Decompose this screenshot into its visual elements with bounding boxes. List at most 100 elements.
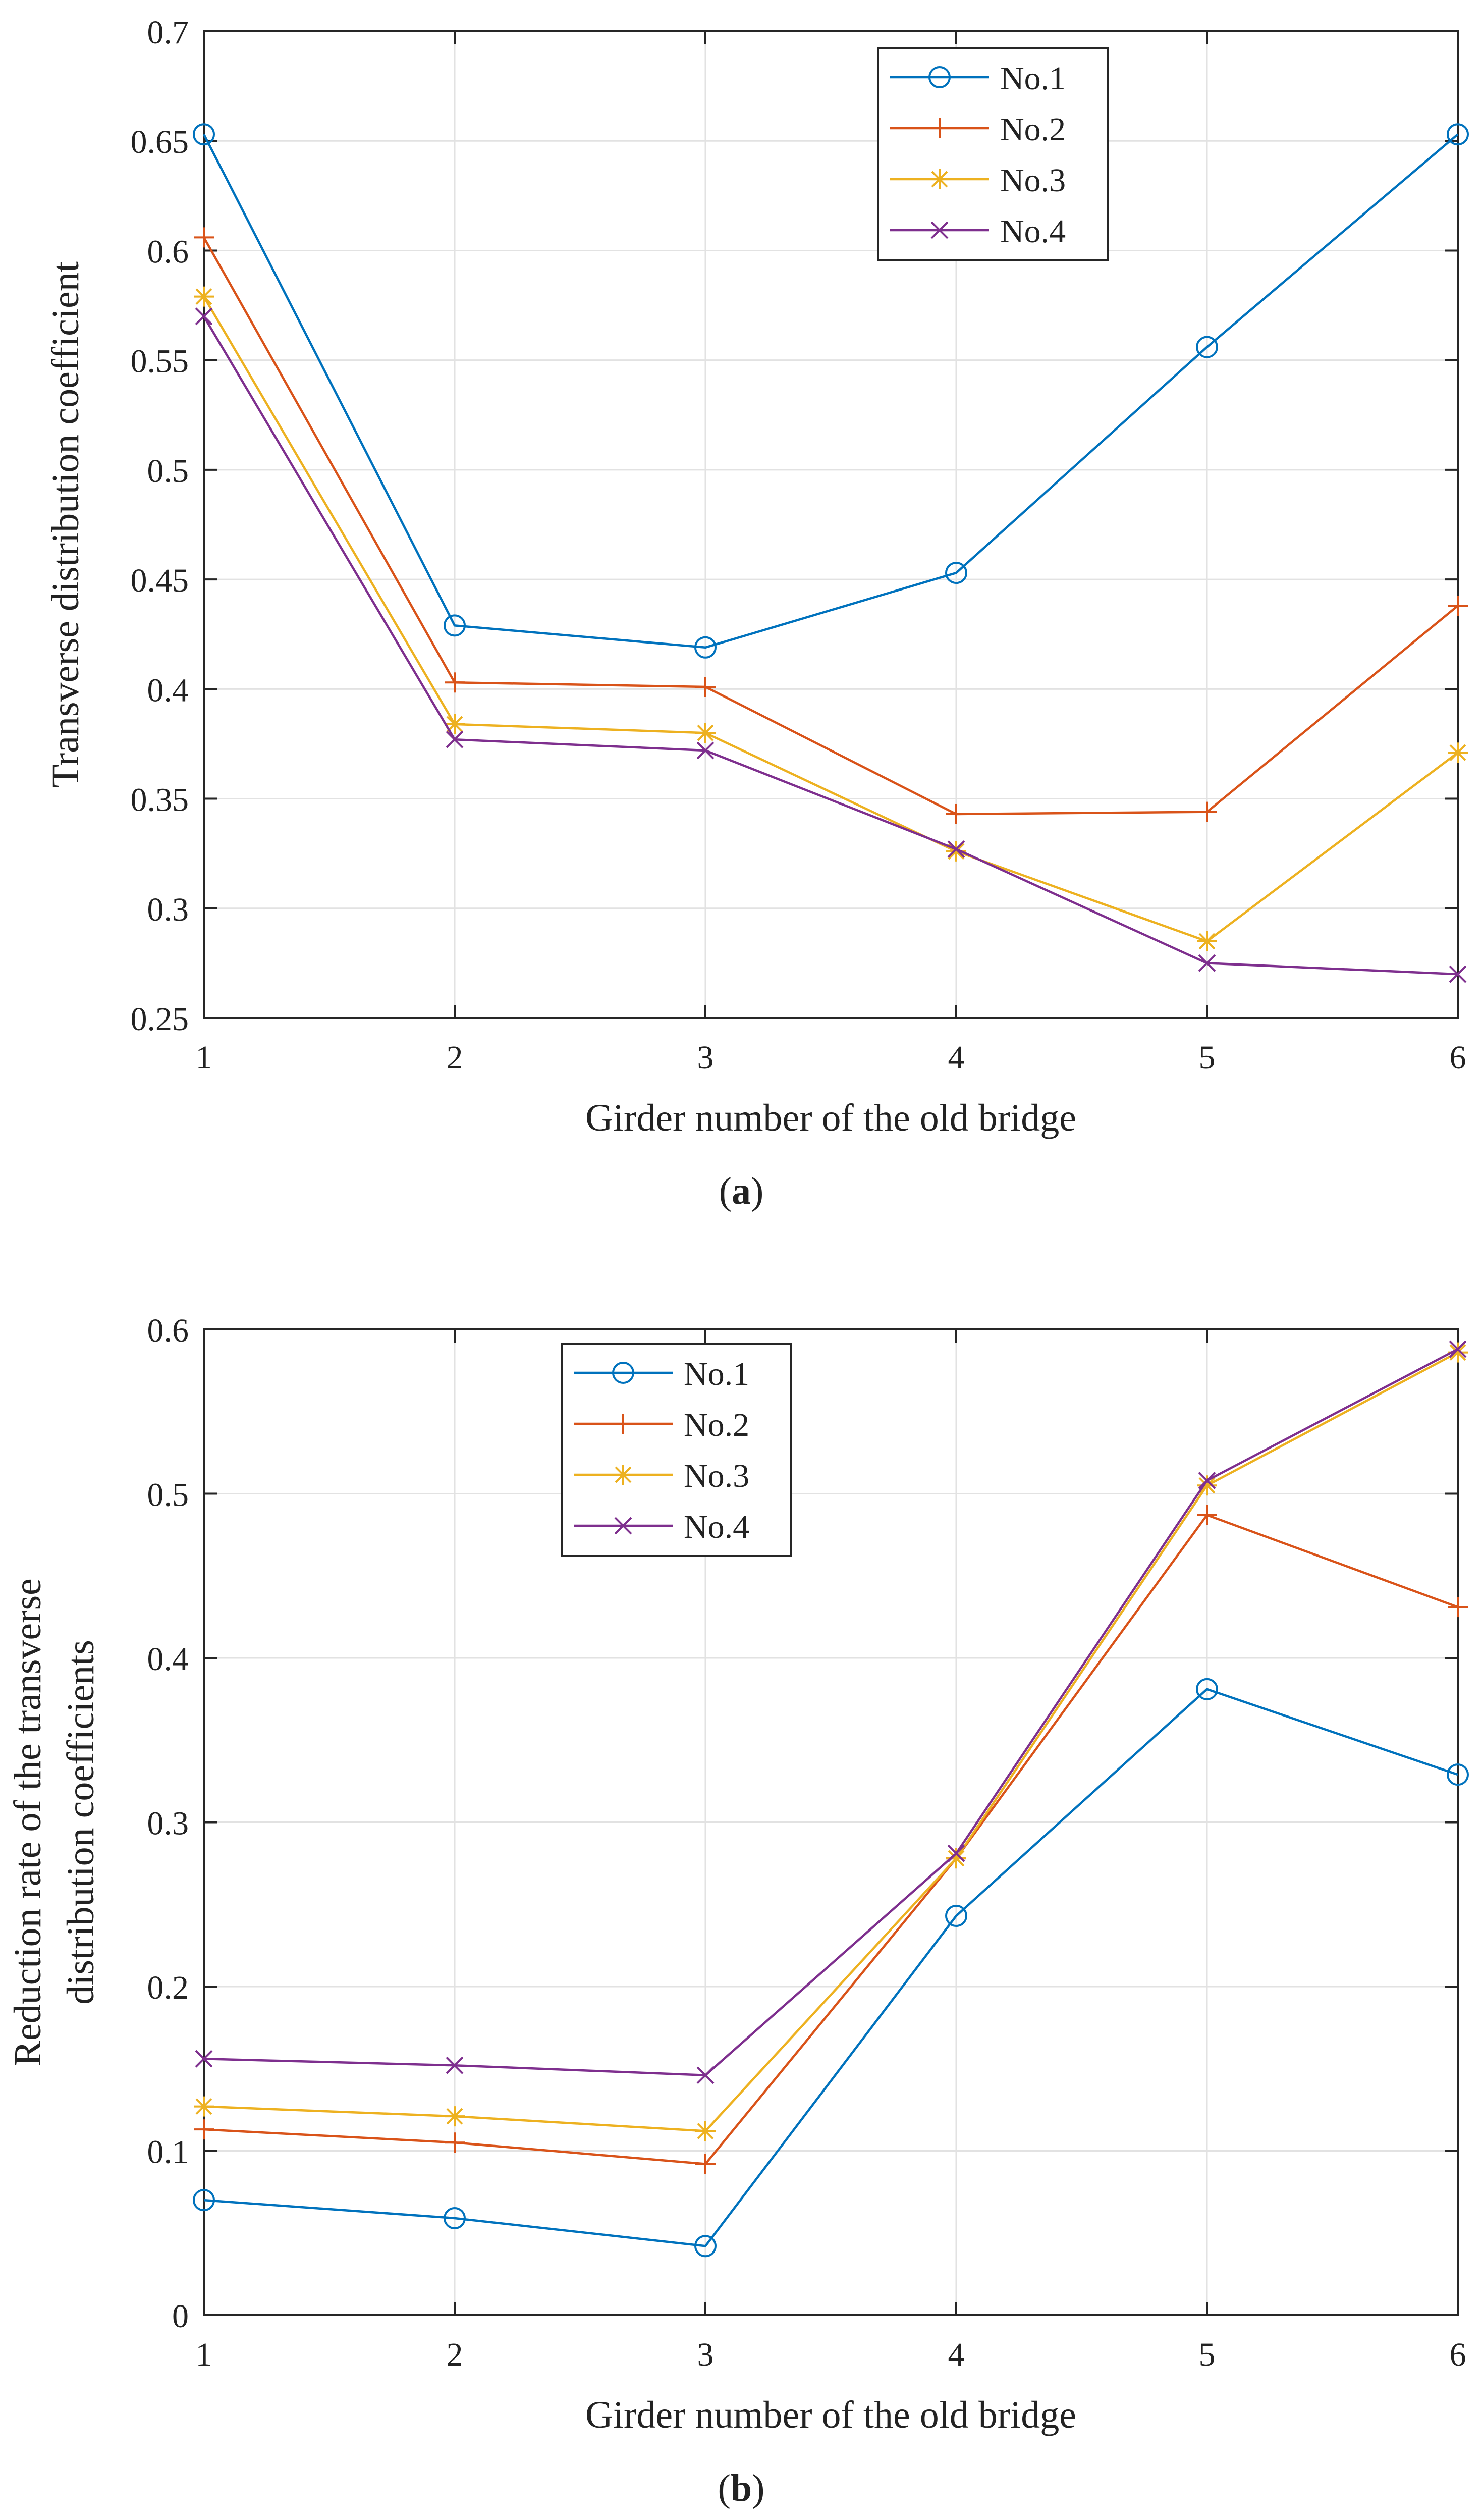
x-tick-label: 5	[1199, 1039, 1216, 1076]
data-point-d2	[1198, 1477, 1216, 1494]
data-point-shape	[694, 2235, 717, 2258]
x-tick-label: 6	[1450, 2336, 1466, 2373]
data-point	[695, 2154, 716, 2174]
legend-marker-d2	[615, 1466, 632, 1483]
legend-marker	[930, 221, 949, 239]
legend-marker-d2	[931, 171, 948, 188]
legend-box	[877, 47, 1109, 261]
legend: No.1 No.2 No.3 No.4	[877, 47, 1109, 261]
data-point	[947, 1844, 965, 1862]
data-point	[446, 2056, 464, 2074]
x-axis-label: Girder number of the old bridge	[585, 1097, 1076, 1139]
series-line	[203, 1348, 1459, 2077]
data-point	[1197, 801, 1217, 822]
data-point	[445, 672, 465, 693]
y-tick-label: 0.5	[147, 453, 189, 490]
series-2	[194, 1505, 1468, 2174]
data-point	[1449, 965, 1467, 983]
y-tick-label: 0	[172, 2298, 189, 2335]
x-tick-label: 1	[196, 1039, 212, 1076]
data-point-d2	[947, 1844, 965, 1862]
data-point-shape	[694, 636, 717, 659]
data-point	[193, 123, 215, 146]
data-point	[1197, 1505, 1217, 1525]
data-point-d2	[446, 730, 464, 748]
data-point-shape	[1447, 1763, 1469, 1786]
data-point	[694, 636, 717, 659]
legend: No.1 No.2 No.3 No.4	[561, 1343, 792, 1557]
series-line	[202, 133, 1459, 649]
y-tick-label: 0.6	[147, 1312, 189, 1349]
caption-paren-close: )	[751, 1170, 763, 1212]
data-point-shape	[193, 2189, 215, 2212]
series-1	[193, 1678, 1469, 2258]
y-axis-label-line: distribution coefficients	[60, 1640, 102, 2005]
data-point	[947, 840, 965, 858]
data-point	[446, 730, 464, 748]
panel-letter: b	[731, 2467, 752, 2509]
y-tick-label: 0.4	[147, 672, 189, 709]
data-point	[695, 2121, 716, 2141]
data-point-d2	[1449, 1344, 1466, 1361]
data-point-d2	[696, 2066, 715, 2084]
data-point	[194, 2096, 214, 2117]
legend-marker-d2	[930, 221, 949, 239]
data-point	[1197, 931, 1217, 951]
data-point	[1447, 1763, 1469, 1786]
x-tick-label: 6	[1450, 1039, 1466, 1076]
y-tick-label: 0.25	[131, 1001, 189, 1038]
data-point-d2	[1449, 1340, 1467, 1358]
x-tick-label: 3	[697, 2336, 714, 2373]
series-line	[203, 296, 1459, 943]
data-point	[945, 562, 967, 584]
data-point	[194, 2119, 214, 2140]
series-line	[203, 315, 1458, 976]
y-tick-label: 0.45	[131, 562, 189, 599]
legend-marker	[613, 1465, 633, 1485]
data-point	[445, 2132, 465, 2153]
y-axis-label: Transverse distribution coefficient	[44, 261, 87, 788]
series-1	[193, 123, 1469, 659]
series-line	[203, 1514, 1458, 2165]
y-tick-label: 0.3	[147, 891, 189, 928]
y-tick-label: 0.4	[147, 1641, 189, 1678]
data-point-shape	[945, 1905, 967, 1927]
data-point	[1448, 742, 1468, 763]
data-point	[1198, 1472, 1216, 1489]
x-tick-label: 4	[948, 1039, 965, 1076]
legend-label: No.3	[684, 1458, 749, 1494]
x-tick-label: 1	[196, 2336, 212, 2373]
data-point-shape	[444, 614, 466, 637]
data-point-shape	[1447, 123, 1469, 146]
data-point	[1447, 123, 1469, 146]
legend-marker	[612, 1362, 634, 1384]
series-line	[203, 1351, 1459, 2132]
legend-marker	[613, 1414, 633, 1434]
series-4	[195, 1340, 1467, 2084]
panel-letter: a	[732, 1170, 751, 1212]
legend-label: No.4	[1000, 213, 1066, 250]
legend-label: No.4	[684, 1509, 749, 1545]
caption-paren-close: )	[752, 2467, 764, 2509]
legend-marker	[929, 118, 950, 138]
data-point	[946, 803, 966, 824]
data-point-d2	[947, 840, 965, 858]
data-point-d2	[195, 288, 212, 305]
data-point-d2	[1198, 954, 1216, 972]
series-line	[203, 1688, 1458, 2247]
panel-caption: (a)	[719, 1170, 764, 1212]
data-point	[195, 2050, 213, 2068]
data-point-d2	[195, 2098, 212, 2115]
data-point-d2	[195, 307, 213, 326]
data-point-d2	[1449, 744, 1466, 761]
legend-label: No.2	[684, 1407, 749, 1443]
series-3	[194, 286, 1468, 951]
data-point	[445, 2106, 465, 2127]
y-axis-label-line: Reduction rate of the transverse	[7, 1578, 49, 2066]
data-point	[444, 614, 466, 637]
data-point	[1449, 1340, 1467, 1358]
legend-label: No.1	[684, 1356, 749, 1392]
series-4	[195, 307, 1467, 983]
